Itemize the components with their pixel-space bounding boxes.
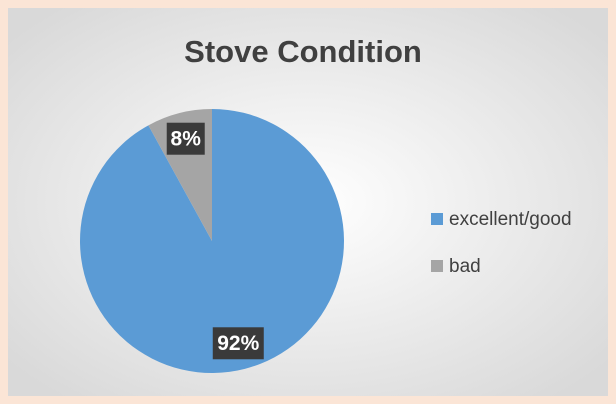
legend-label: excellent/good xyxy=(449,209,572,230)
legend-swatch xyxy=(431,213,443,225)
data-label: 8% xyxy=(171,127,202,150)
pie-slice xyxy=(79,109,344,374)
legend-label: bad xyxy=(449,256,481,277)
chart-title: Stove Condition xyxy=(184,34,422,69)
data-label-box xyxy=(212,327,264,360)
data-label-box xyxy=(166,122,205,155)
legend-swatch xyxy=(431,260,443,272)
data-label: 92% xyxy=(217,332,259,355)
